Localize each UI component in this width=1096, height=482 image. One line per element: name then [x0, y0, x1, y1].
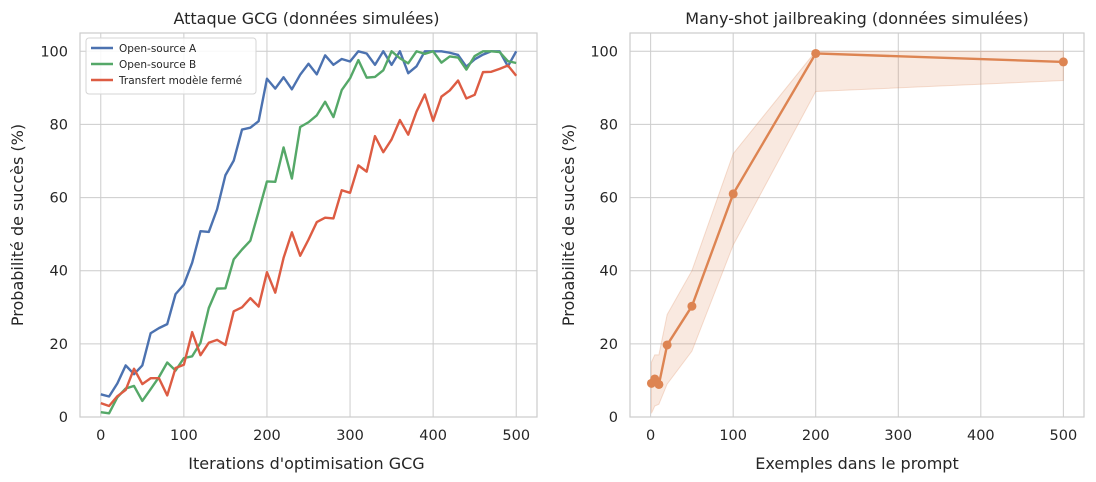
chart-panel-many-shot: Many-shot jailbreaking (données simulées… [559, 9, 1085, 473]
data-point [811, 48, 821, 58]
data-point [728, 189, 738, 199]
x-tick-label: 300 [336, 428, 364, 444]
data-point [1058, 57, 1068, 67]
grid [630, 33, 1084, 418]
legend: Open-source A Open-source B Transfert modè… [85, 37, 257, 95]
x-tick-label: 100 [719, 428, 747, 444]
data-point [687, 301, 697, 311]
y-axis-label: Probabilité de succès (%) [559, 124, 578, 326]
confidence-band [650, 50, 1064, 414]
x-tick-label: 0 [96, 428, 105, 444]
series-line [100, 50, 517, 415]
data-point [654, 379, 664, 389]
x-tick-label: 300 [884, 428, 912, 444]
chart-panel-gcg: Attaque GCG (données simulées) Iteration… [8, 9, 538, 473]
legend-box [85, 37, 257, 95]
x-tick-label: 400 [967, 428, 995, 444]
plot-frame [79, 32, 538, 418]
legend-entry: Open-source B [119, 59, 196, 71]
series-line [100, 64, 518, 408]
legend-entry: Open-source A [119, 43, 197, 55]
plot-frame [629, 32, 1085, 418]
chart-title: Attaque GCG (données simulées) [173, 9, 439, 28]
x-tick-label: 500 [502, 428, 530, 444]
y-tick-label: 100 [40, 44, 68, 60]
y-tick-label: 40 [600, 264, 618, 280]
x-tick-label: 0 [646, 428, 655, 444]
y-tick-label: 0 [609, 410, 618, 426]
y-tick-label: 60 [50, 191, 68, 207]
legend-entry: Transfert modèle fermé [118, 75, 242, 87]
x-tick-label: 100 [170, 428, 198, 444]
y-tick-label: 20 [50, 337, 68, 353]
chart-title: Many-shot jailbreaking (données simulées… [685, 9, 1028, 28]
x-tick-label: 200 [802, 428, 830, 444]
x-tick-label: 400 [419, 428, 447, 444]
y-tick-label: 100 [590, 44, 618, 60]
data-point [662, 340, 672, 350]
y-tick-label: 0 [59, 410, 68, 426]
y-tick-label: 40 [50, 264, 68, 280]
y-tick-label: 80 [600, 117, 618, 133]
y-tick-label: 60 [600, 191, 618, 207]
y-axis-label: Probabilité de succès (%) [8, 124, 27, 326]
y-tick-label: 20 [600, 337, 618, 353]
x-axis-label: Iterations d'optimisation GCG [188, 454, 424, 473]
x-axis-label: Exemples dans le prompt [755, 454, 958, 473]
y-tick-label: 80 [50, 117, 68, 133]
x-tick-label: 200 [253, 428, 281, 444]
x-tick-label: 500 [1050, 428, 1078, 444]
series-line [100, 50, 518, 398]
